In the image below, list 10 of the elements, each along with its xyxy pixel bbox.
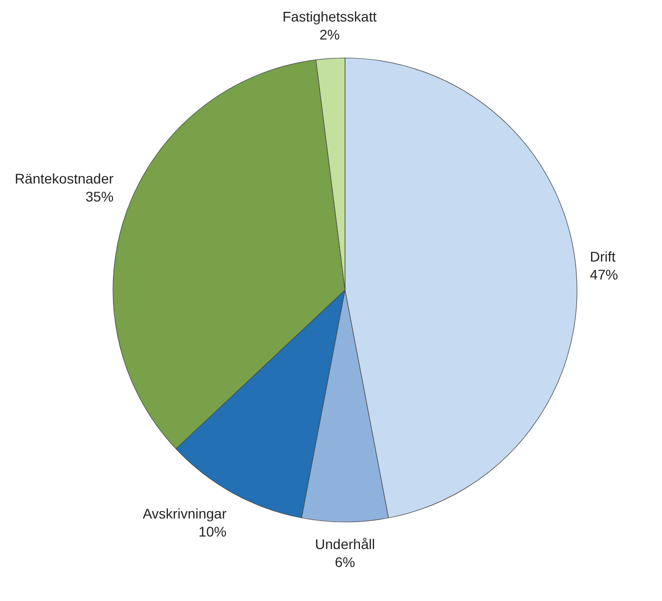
data-label: 47% — [590, 266, 618, 283]
slice-label: Underhåll — [315, 536, 375, 552]
data-label: 35% — [86, 188, 114, 205]
data-label: 6% — [334, 554, 356, 570]
slice-label: Räntekostnader — [14, 170, 114, 187]
slice-label: Avskrivningar — [142, 505, 227, 522]
data-label: 2% — [319, 26, 340, 42]
data-label: 10% — [198, 523, 226, 540]
slice-label: Fastighetsskatt — [282, 8, 377, 24]
slice-label: Drift — [590, 248, 616, 265]
